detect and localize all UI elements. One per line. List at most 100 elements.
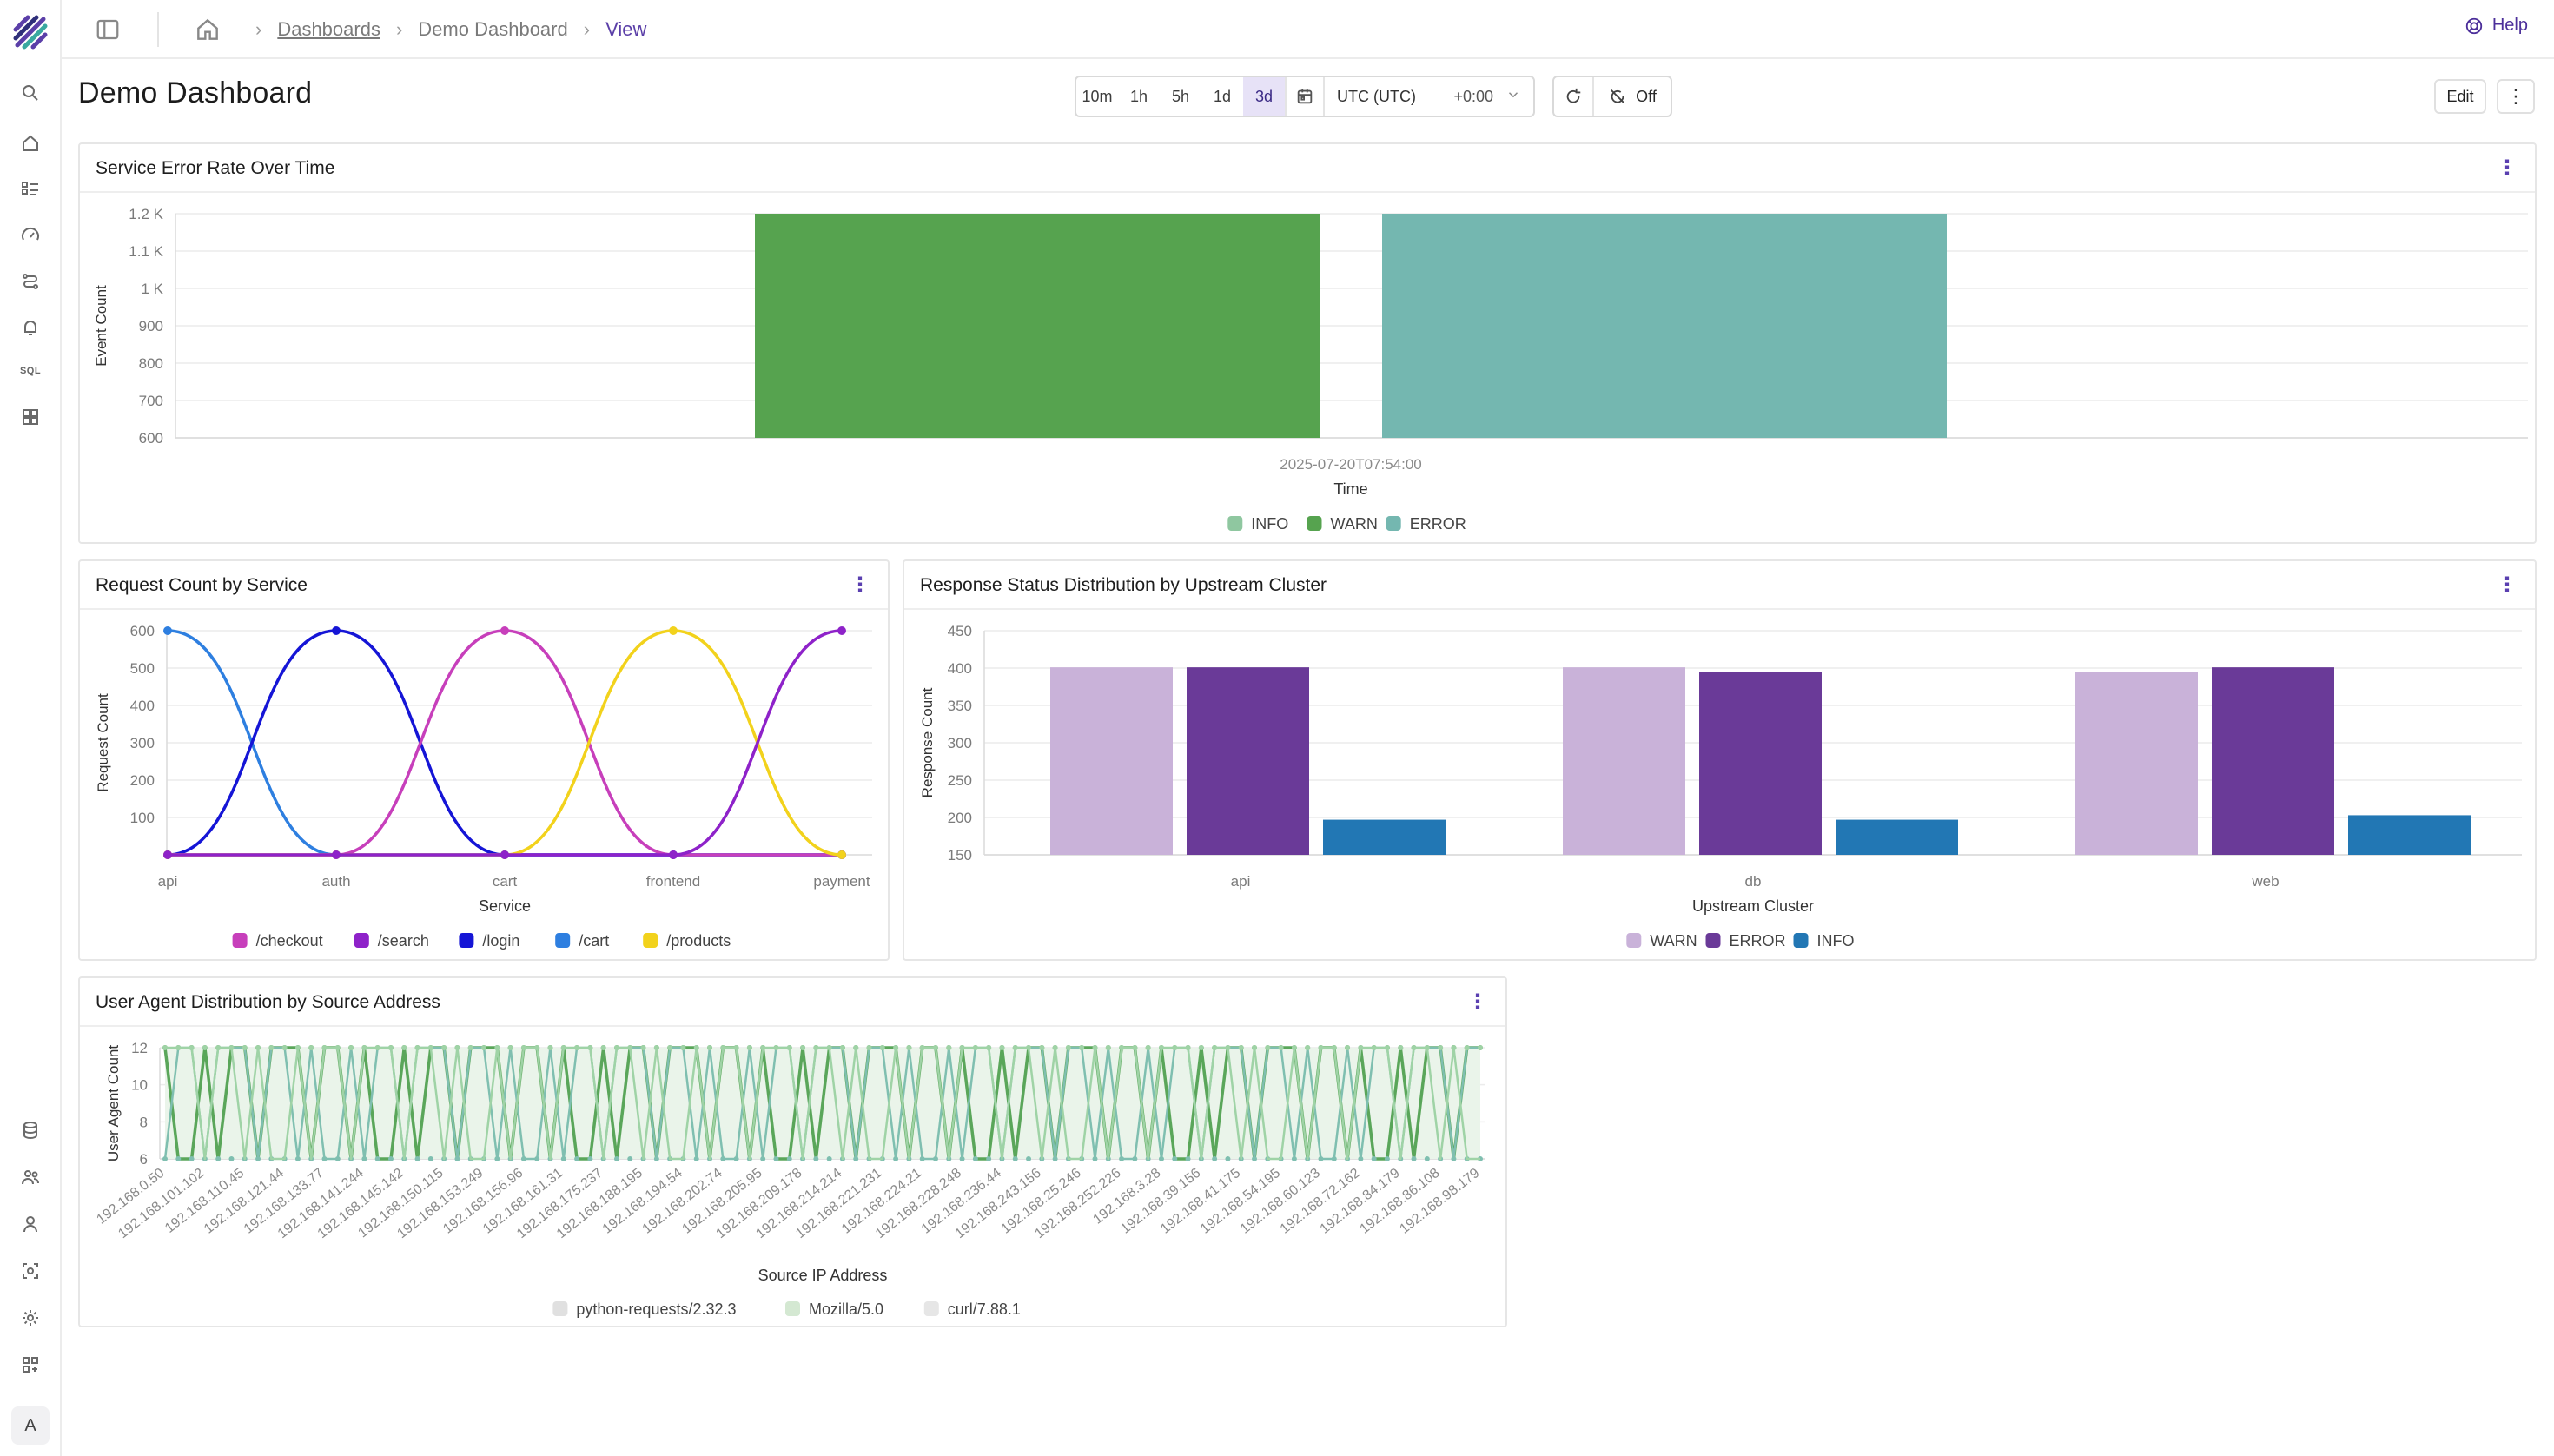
help-button[interactable]: Help bbox=[2465, 16, 2528, 36]
data-point bbox=[813, 1045, 819, 1050]
range-1d-button[interactable]: 1d bbox=[1213, 87, 1232, 105]
bar-db-warn bbox=[1563, 667, 1685, 855]
panel-header: Response Status Distribution by Upstream… bbox=[904, 561, 2535, 610]
panel-header: Request Count by Service ⋮ bbox=[80, 561, 888, 610]
data-point bbox=[560, 1156, 566, 1161]
data-point bbox=[1212, 1045, 1218, 1050]
dashboards-icon[interactable] bbox=[16, 402, 45, 432]
scan-icon[interactable] bbox=[16, 1256, 45, 1286]
breadcrumb-dashboards-link[interactable]: Dashboards bbox=[277, 18, 380, 40]
app-logo[interactable] bbox=[9, 10, 52, 54]
y-tick-label: 100 bbox=[130, 810, 155, 826]
panel-title: Request Count by Service bbox=[96, 575, 308, 595]
legend-swatch bbox=[555, 933, 571, 948]
data-point bbox=[1424, 1156, 1430, 1161]
user-icon[interactable] bbox=[16, 1209, 45, 1239]
data-point bbox=[1411, 1156, 1417, 1161]
data-point bbox=[189, 1156, 195, 1161]
data-point bbox=[255, 1156, 261, 1161]
sql-icon[interactable]: SQL bbox=[16, 356, 45, 386]
y-tick-label: 400 bbox=[130, 698, 155, 714]
data-point bbox=[1012, 1045, 1018, 1050]
bar-api-info bbox=[1323, 819, 1446, 855]
home-breadcrumb-icon[interactable] bbox=[194, 16, 222, 43]
panel-menu-icon[interactable]: ⋮ bbox=[850, 572, 870, 597]
edit-button[interactable]: Edit bbox=[2434, 79, 2486, 114]
y-tick-label: 6 bbox=[140, 1151, 148, 1168]
data-point bbox=[627, 1156, 633, 1161]
sidebar-toggle-icon[interactable] bbox=[95, 17, 121, 43]
y-tick-label: 900 bbox=[139, 318, 163, 334]
data-point bbox=[853, 1156, 859, 1161]
data-point bbox=[653, 1156, 659, 1161]
panel-menu-icon[interactable]: ⋮ bbox=[2497, 156, 2518, 180]
home-icon[interactable] bbox=[16, 129, 45, 158]
data-point bbox=[1358, 1156, 1364, 1161]
bar-api-warn bbox=[1050, 667, 1173, 855]
legend-swatch bbox=[354, 933, 369, 948]
data-point bbox=[534, 1045, 540, 1050]
data-point bbox=[1398, 1045, 1404, 1050]
data-point bbox=[454, 1045, 460, 1050]
data-point bbox=[387, 1156, 394, 1161]
data-point bbox=[361, 1156, 367, 1161]
data-point bbox=[1026, 1045, 1032, 1050]
data-point bbox=[932, 1156, 938, 1161]
data-point bbox=[773, 1156, 779, 1161]
data-point bbox=[1331, 1156, 1337, 1161]
pipeline-icon[interactable] bbox=[16, 267, 45, 296]
timezone-select[interactable]: UTC (UTC) +0:00 bbox=[1325, 77, 1533, 116]
panel-header: Service Error Rate Over Time ⋮ bbox=[80, 144, 2535, 193]
gear-icon[interactable] bbox=[16, 1303, 45, 1333]
calendar-icon[interactable] bbox=[1285, 77, 1325, 116]
range-5h-button[interactable]: 5h bbox=[1171, 87, 1190, 105]
more-options-button[interactable]: ⋮ bbox=[2497, 79, 2535, 114]
range-1h-button[interactable]: 1h bbox=[1129, 87, 1148, 105]
panel-menu-icon[interactable]: ⋮ bbox=[2497, 572, 2518, 597]
data-point bbox=[1225, 1045, 1231, 1050]
refresh-icon[interactable] bbox=[1554, 77, 1594, 116]
bell-icon[interactable] bbox=[16, 313, 45, 342]
panel-title: Service Error Rate Over Time bbox=[96, 158, 335, 178]
data-point bbox=[242, 1045, 248, 1050]
data-point bbox=[1158, 1156, 1164, 1161]
legend-swatch bbox=[1227, 516, 1243, 531]
data-point bbox=[441, 1045, 447, 1050]
data-point bbox=[1265, 1045, 1271, 1050]
gauge-icon[interactable] bbox=[16, 221, 45, 250]
data-point bbox=[467, 1045, 473, 1050]
data-point bbox=[1451, 1045, 1457, 1050]
data-point bbox=[972, 1156, 978, 1161]
data-point bbox=[640, 1045, 646, 1050]
data-point bbox=[162, 1045, 168, 1050]
data-point bbox=[587, 1156, 593, 1161]
x-tick-label: db bbox=[1745, 873, 1762, 890]
chevron-right-icon: › bbox=[395, 18, 403, 40]
range-3d-button[interactable]: 3d bbox=[1243, 77, 1285, 116]
avatar[interactable]: A bbox=[11, 1406, 50, 1445]
data-point bbox=[733, 1156, 739, 1161]
range-10m-button[interactable]: 10m bbox=[1082, 87, 1113, 105]
logs-icon[interactable] bbox=[16, 174, 45, 203]
time-range-picker: 10m 1h 5h 1d 3d UTC (UTC) +0:00 bbox=[1075, 76, 1535, 117]
panel-menu-icon[interactable]: ⋮ bbox=[1467, 989, 1488, 1014]
legend-label: /search bbox=[378, 932, 429, 950]
data-point bbox=[613, 1156, 619, 1161]
apps-icon[interactable] bbox=[16, 1350, 45, 1380]
y-tick-label: 12 bbox=[131, 1040, 148, 1056]
auto-refresh-toggle[interactable]: Off bbox=[1594, 77, 1671, 116]
data-point bbox=[1331, 1045, 1337, 1050]
data-point bbox=[427, 1156, 433, 1161]
data-point bbox=[919, 1156, 925, 1161]
data-point bbox=[1345, 1045, 1351, 1050]
data-point bbox=[268, 1045, 275, 1050]
data-point bbox=[669, 626, 678, 635]
data-point bbox=[175, 1045, 182, 1050]
data-point bbox=[839, 1045, 845, 1050]
panel-response-status: Response Status Distribution by Upstream… bbox=[903, 559, 2537, 961]
search-icon[interactable] bbox=[16, 78, 45, 108]
users-icon[interactable] bbox=[16, 1162, 45, 1192]
data-point bbox=[1291, 1045, 1297, 1050]
data-point bbox=[321, 1156, 328, 1161]
database-icon[interactable] bbox=[16, 1115, 45, 1145]
